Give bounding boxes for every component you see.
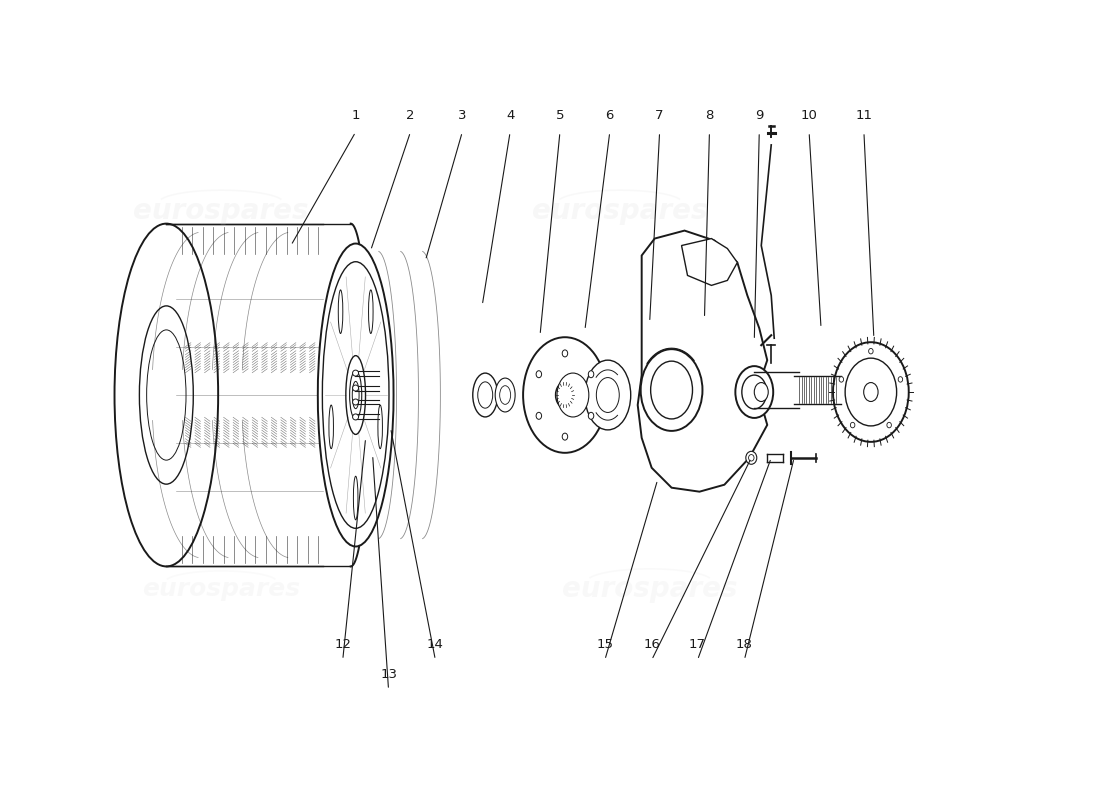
Ellipse shape	[557, 373, 588, 417]
Ellipse shape	[640, 349, 703, 431]
Ellipse shape	[864, 382, 878, 402]
Ellipse shape	[562, 350, 568, 357]
Text: eurospares: eurospares	[532, 197, 707, 225]
Ellipse shape	[499, 386, 510, 404]
Ellipse shape	[536, 412, 541, 419]
Text: 2: 2	[406, 110, 415, 122]
Ellipse shape	[353, 385, 359, 391]
Ellipse shape	[845, 358, 896, 426]
Ellipse shape	[650, 361, 693, 419]
Ellipse shape	[741, 375, 767, 409]
Ellipse shape	[596, 378, 619, 413]
Ellipse shape	[378, 405, 383, 449]
Ellipse shape	[839, 377, 844, 382]
Text: 6: 6	[606, 110, 614, 122]
Text: 15: 15	[596, 638, 614, 650]
Ellipse shape	[869, 349, 873, 354]
Ellipse shape	[318, 243, 394, 546]
Ellipse shape	[585, 360, 630, 430]
Ellipse shape	[736, 366, 773, 418]
Text: 17: 17	[689, 638, 706, 650]
Ellipse shape	[536, 370, 541, 378]
Text: 5: 5	[556, 110, 564, 122]
Ellipse shape	[562, 433, 568, 440]
Ellipse shape	[477, 382, 493, 408]
Ellipse shape	[588, 412, 594, 419]
Ellipse shape	[352, 382, 359, 409]
Ellipse shape	[322, 262, 389, 528]
Ellipse shape	[588, 370, 594, 378]
Ellipse shape	[749, 454, 754, 461]
Ellipse shape	[524, 338, 607, 453]
Ellipse shape	[350, 370, 362, 419]
Ellipse shape	[887, 422, 891, 428]
Text: 8: 8	[705, 110, 714, 122]
Text: eurospares: eurospares	[562, 575, 737, 603]
Text: 3: 3	[458, 110, 466, 122]
Text: 10: 10	[801, 110, 817, 122]
Text: 18: 18	[736, 638, 752, 650]
Text: eurospares: eurospares	[142, 578, 300, 602]
Text: 1: 1	[351, 110, 360, 122]
Text: 7: 7	[656, 110, 664, 122]
Ellipse shape	[556, 382, 574, 408]
Ellipse shape	[329, 405, 333, 449]
Ellipse shape	[353, 476, 358, 520]
Ellipse shape	[339, 290, 343, 334]
Ellipse shape	[899, 377, 903, 382]
Ellipse shape	[353, 414, 359, 420]
Polygon shape	[682, 238, 737, 286]
Polygon shape	[638, 230, 767, 492]
Text: 12: 12	[334, 638, 351, 650]
Ellipse shape	[345, 356, 365, 434]
Text: 4: 4	[506, 110, 515, 122]
Text: eurospares: eurospares	[133, 197, 309, 225]
Ellipse shape	[353, 370, 359, 376]
Ellipse shape	[368, 290, 373, 334]
Ellipse shape	[495, 378, 515, 412]
Ellipse shape	[353, 399, 359, 405]
Text: 13: 13	[381, 667, 397, 681]
Ellipse shape	[746, 451, 757, 464]
Text: 14: 14	[427, 638, 443, 650]
Text: 11: 11	[856, 110, 872, 122]
Text: 16: 16	[644, 638, 660, 650]
Ellipse shape	[755, 382, 768, 402]
Ellipse shape	[833, 342, 909, 442]
Ellipse shape	[850, 422, 855, 428]
Text: 9: 9	[755, 110, 763, 122]
Ellipse shape	[473, 373, 497, 417]
